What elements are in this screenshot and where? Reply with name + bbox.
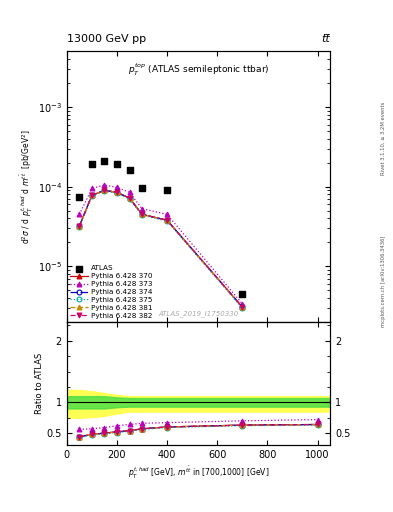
Pythia 6.428 373 <box>165 211 169 218</box>
Pythia 6.428 374 <box>127 195 132 201</box>
Pythia 6.428 381 <box>240 304 245 310</box>
Pythia 6.428 375 <box>115 190 119 196</box>
Pythia 6.428 374 <box>140 211 144 218</box>
Pythia 6.428 373 <box>102 182 107 188</box>
Pythia 6.428 381 <box>140 211 144 218</box>
Pythia 6.428 375 <box>140 212 144 218</box>
Pythia 6.428 370 <box>165 217 169 223</box>
X-axis label: $p_T^{t,had}$ [GeV], $m^{t\bar{t}}$ in [700,1000] [GeV]: $p_T^{t,had}$ [GeV], $m^{t\bar{t}}$ in [… <box>128 464 269 481</box>
ATLAS <box>127 166 133 175</box>
Pythia 6.428 382 <box>77 223 82 229</box>
Pythia 6.428 382 <box>240 304 245 310</box>
Pythia 6.428 382 <box>102 187 107 194</box>
ATLAS <box>89 160 95 168</box>
Pythia 6.428 374 <box>165 217 169 223</box>
Pythia 6.428 381 <box>90 192 94 198</box>
Pythia 6.428 375 <box>240 305 245 311</box>
Pythia 6.428 375 <box>90 193 94 199</box>
Pythia 6.428 382 <box>127 195 132 201</box>
Pythia 6.428 373 <box>140 206 144 212</box>
Text: ATLAS_2019_I1750330: ATLAS_2019_I1750330 <box>158 310 239 317</box>
Pythia 6.428 382 <box>165 217 169 223</box>
Pythia 6.428 370 <box>77 223 82 229</box>
Pythia 6.428 373 <box>240 301 245 307</box>
ATLAS <box>114 160 120 168</box>
Line: Pythia 6.428 373: Pythia 6.428 373 <box>77 183 245 306</box>
Y-axis label: Ratio to ATLAS: Ratio to ATLAS <box>35 353 44 415</box>
Pythia 6.428 373 <box>127 189 132 196</box>
ATLAS <box>239 290 246 298</box>
Pythia 6.428 370 <box>102 187 107 194</box>
Pythia 6.428 374 <box>240 304 245 310</box>
Text: Rivet 3.1.10, ≥ 3.2M events: Rivet 3.1.10, ≥ 3.2M events <box>381 101 386 175</box>
Pythia 6.428 370 <box>90 192 94 198</box>
Pythia 6.428 381 <box>165 217 169 223</box>
Pythia 6.428 382 <box>90 192 94 198</box>
Pythia 6.428 381 <box>127 195 132 201</box>
Pythia 6.428 370 <box>240 304 245 310</box>
Pythia 6.428 382 <box>140 211 144 218</box>
Pythia 6.428 370 <box>127 195 132 201</box>
Line: Pythia 6.428 370: Pythia 6.428 370 <box>77 188 245 309</box>
Text: tt̅: tt̅ <box>321 33 330 44</box>
Pythia 6.428 375 <box>102 188 107 194</box>
Pythia 6.428 375 <box>77 224 82 230</box>
Pythia 6.428 374 <box>77 223 82 229</box>
Pythia 6.428 381 <box>77 223 82 229</box>
Pythia 6.428 373 <box>90 185 94 191</box>
Text: $p_T^{top}$ (ATLAS semileptonic ttbar): $p_T^{top}$ (ATLAS semileptonic ttbar) <box>128 62 269 78</box>
Line: Pythia 6.428 381: Pythia 6.428 381 <box>77 188 245 309</box>
ATLAS <box>76 193 83 201</box>
ATLAS <box>164 186 170 195</box>
Pythia 6.428 373 <box>77 211 82 218</box>
Pythia 6.428 370 <box>140 211 144 218</box>
Pythia 6.428 373 <box>115 184 119 190</box>
Pythia 6.428 375 <box>127 196 132 202</box>
Line: Pythia 6.428 382: Pythia 6.428 382 <box>77 188 245 309</box>
Pythia 6.428 375 <box>165 218 169 224</box>
Pythia 6.428 374 <box>90 192 94 198</box>
Text: mcplots.cern.ch [arXiv:1306.3436]: mcplots.cern.ch [arXiv:1306.3436] <box>381 236 386 327</box>
Pythia 6.428 381 <box>115 189 119 196</box>
ATLAS <box>101 157 108 165</box>
Text: 13000 GeV pp: 13000 GeV pp <box>67 33 146 44</box>
Pythia 6.428 381 <box>102 187 107 194</box>
Pythia 6.428 374 <box>115 189 119 196</box>
Line: Pythia 6.428 374: Pythia 6.428 374 <box>77 188 245 309</box>
Legend: ATLAS, Pythia 6.428 370, Pythia 6.428 373, Pythia 6.428 374, Pythia 6.428 375, P: ATLAS, Pythia 6.428 370, Pythia 6.428 37… <box>69 264 154 320</box>
Line: Pythia 6.428 375: Pythia 6.428 375 <box>77 189 245 311</box>
ATLAS <box>139 184 145 193</box>
Pythia 6.428 382 <box>115 189 119 196</box>
Pythia 6.428 370 <box>115 189 119 196</box>
Pythia 6.428 374 <box>102 187 107 194</box>
Y-axis label: d$^2\sigma$ / d $p_T^{t,had}$ d $m^{t\bar{t}}$  [pb/GeV$^2$]: d$^2\sigma$ / d $p_T^{t,had}$ d $m^{t\ba… <box>19 130 35 244</box>
